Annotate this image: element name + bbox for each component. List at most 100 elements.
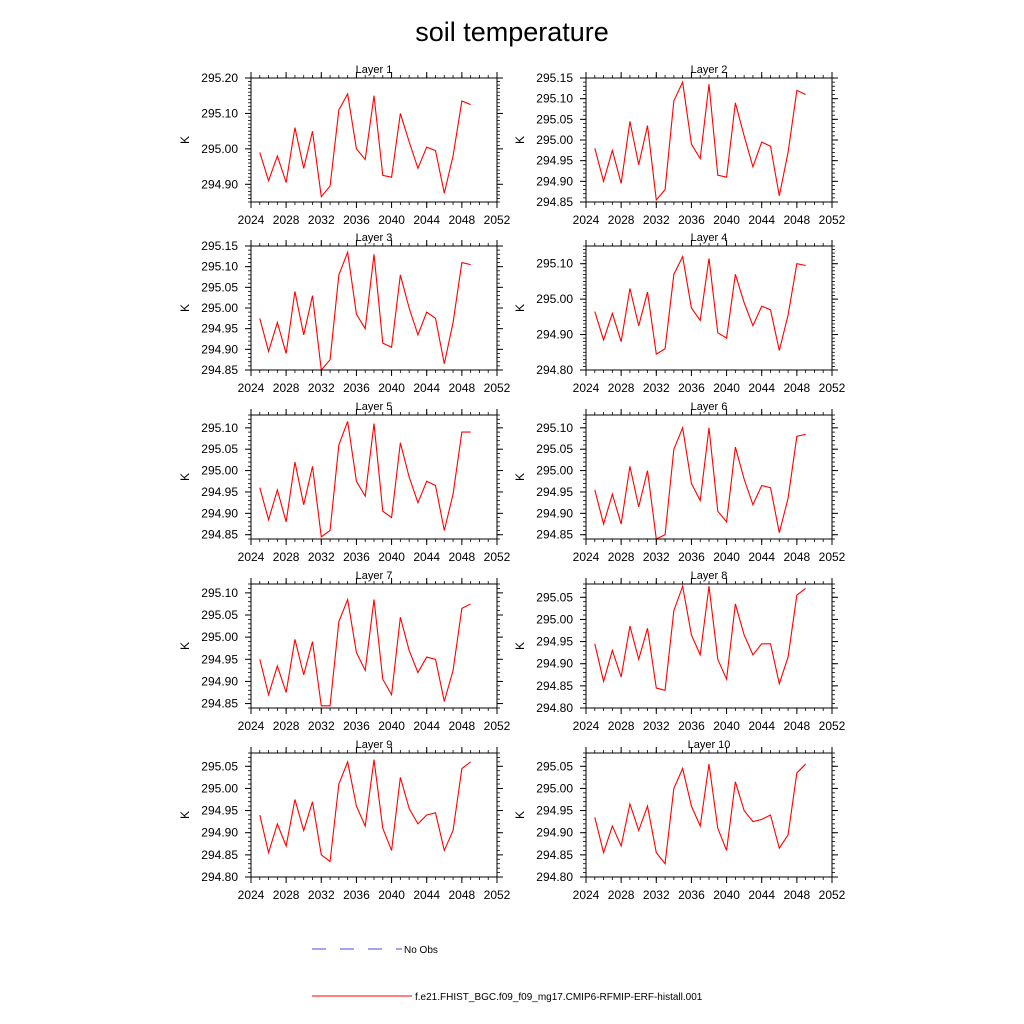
y-tick-label: 294.90 xyxy=(201,674,238,688)
legend: No Obs f.e21.FHIST_BGC.f09_f09_mg17.CMIP… xyxy=(312,945,703,1003)
x-tick-label: 2052 xyxy=(819,888,846,902)
x-tick-label: 2028 xyxy=(273,888,300,902)
x-tick-label: 2044 xyxy=(413,888,440,902)
y-tick-label: 294.80 xyxy=(536,870,573,884)
y-tick-label: 294.90 xyxy=(536,657,573,671)
y-tick-label: 294.95 xyxy=(536,635,573,649)
y-tick-label: 295.10 xyxy=(201,260,238,274)
x-tick-label: 2024 xyxy=(573,719,600,733)
y-axis-label: K xyxy=(513,642,527,650)
y-tick-label: 295.05 xyxy=(536,590,573,604)
y-tick-label: 294.80 xyxy=(536,701,573,715)
series-line xyxy=(259,92,471,199)
y-tick-label: 295.10 xyxy=(201,106,238,120)
y-tick-label: 294.95 xyxy=(201,804,238,818)
x-tick-label: 2036 xyxy=(343,719,370,733)
x-tick-label: 2040 xyxy=(713,550,740,564)
x-tick-label: 2052 xyxy=(484,719,511,733)
y-tick-label: 295.00 xyxy=(201,630,238,644)
x-tick-label: 2040 xyxy=(378,888,405,902)
y-axis-label: K xyxy=(178,473,192,481)
y-tick-label: 294.85 xyxy=(201,848,238,862)
x-tick-label: 2036 xyxy=(678,550,705,564)
panel-layer-9: Layer 9 K 2024 2028 2032 2036 2040 2044 2048 2052… xyxy=(178,739,511,902)
y-tick-label: 295.10 xyxy=(536,257,573,271)
x-tick-label: 2052 xyxy=(484,888,511,902)
y-tick-label: 294.85 xyxy=(201,528,238,542)
panel-title: Layer 10 xyxy=(688,739,731,751)
x-tick-label: 2044 xyxy=(413,213,440,227)
y-tick-label: 295.00 xyxy=(536,612,573,626)
series-line xyxy=(594,584,806,691)
x-tick-label: 2024 xyxy=(573,381,600,395)
panel-title: Layer 9 xyxy=(356,739,393,751)
series-line xyxy=(594,254,806,355)
x-tick-label: 2044 xyxy=(748,381,775,395)
y-tick-label: 294.90 xyxy=(201,177,238,191)
y-tick-label: 294.90 xyxy=(201,826,238,840)
x-tick-label: 2044 xyxy=(413,381,440,395)
y-tick-label: 295.10 xyxy=(536,421,573,435)
y-tick-label: 295.15 xyxy=(201,239,238,253)
plot-frame xyxy=(585,245,833,371)
panel-title: Layer 4 xyxy=(691,232,728,244)
x-tick-label: 2052 xyxy=(819,381,846,395)
x-tick-label: 2032 xyxy=(308,213,335,227)
y-tick-label: 295.00 xyxy=(536,133,573,147)
x-tick-label: 2040 xyxy=(378,381,405,395)
legend-obs-label: No Obs xyxy=(404,945,438,956)
x-tick-label: 2024 xyxy=(238,381,265,395)
x-tick-label: 2044 xyxy=(748,888,775,902)
y-tick-label: 294.85 xyxy=(536,848,573,862)
x-tick-label: 2032 xyxy=(643,381,670,395)
y-tick-label: 295.05 xyxy=(201,608,238,622)
x-tick-label: 2032 xyxy=(308,719,335,733)
y-tick-label: 295.05 xyxy=(536,442,573,456)
x-tick-label: 2052 xyxy=(819,550,846,564)
y-axis-label: K xyxy=(178,811,192,819)
x-tick-label: 2052 xyxy=(484,550,511,564)
y-tick-label: 295.05 xyxy=(201,280,238,294)
panel-layer-4: Layer 4 K 2024 2028 2032 2036 2040 2044 2048 2052… xyxy=(513,232,846,395)
plot-frame xyxy=(250,752,498,878)
x-tick-label: 2040 xyxy=(713,888,740,902)
x-tick-label: 2036 xyxy=(343,888,370,902)
x-tick-label: 2024 xyxy=(573,213,600,227)
series-line xyxy=(594,80,806,202)
plot-frame xyxy=(250,245,498,371)
series-line xyxy=(594,763,807,866)
x-tick-label: 2044 xyxy=(413,719,440,733)
y-tick-label: 294.90 xyxy=(536,174,573,188)
y-tick-label: 294.85 xyxy=(536,195,573,209)
series-line xyxy=(259,597,471,707)
x-tick-label: 2024 xyxy=(238,550,265,564)
x-tick-label: 2044 xyxy=(748,550,775,564)
y-tick-label: 295.00 xyxy=(201,301,238,315)
x-tick-label: 2044 xyxy=(748,213,775,227)
x-tick-label: 2052 xyxy=(819,719,846,733)
y-tick-label: 294.85 xyxy=(201,697,238,711)
y-tick-label: 294.85 xyxy=(536,528,573,542)
x-tick-label: 2032 xyxy=(308,550,335,564)
y-tick-label: 294.90 xyxy=(201,342,238,356)
y-tick-label: 294.95 xyxy=(536,485,573,499)
y-tick-label: 294.80 xyxy=(536,363,573,377)
y-tick-label: 295.15 xyxy=(536,71,573,85)
y-tick-label: 295.00 xyxy=(536,464,573,478)
x-tick-label: 2048 xyxy=(784,719,811,733)
y-tick-label: 295.10 xyxy=(536,92,573,106)
y-axis-label: K xyxy=(513,811,527,819)
series-line xyxy=(259,759,471,863)
x-tick-label: 2036 xyxy=(343,550,370,564)
x-tick-label: 2052 xyxy=(484,381,511,395)
x-tick-label: 2036 xyxy=(343,213,370,227)
y-tick-label: 294.90 xyxy=(536,826,573,840)
plot-frame xyxy=(585,752,833,878)
panel-layer-2: Layer 2 K 2024 2028 2032 2036 2040 2044 2048 2052… xyxy=(513,64,846,227)
y-tick-label: 295.05 xyxy=(201,442,238,456)
x-tick-label: 2024 xyxy=(573,888,600,902)
panel-layer-6: Layer 6 K 2024 2028 2032 2036 2040 2044 2048 2052… xyxy=(513,401,846,564)
x-tick-label: 2048 xyxy=(784,381,811,395)
x-tick-label: 2028 xyxy=(608,213,635,227)
